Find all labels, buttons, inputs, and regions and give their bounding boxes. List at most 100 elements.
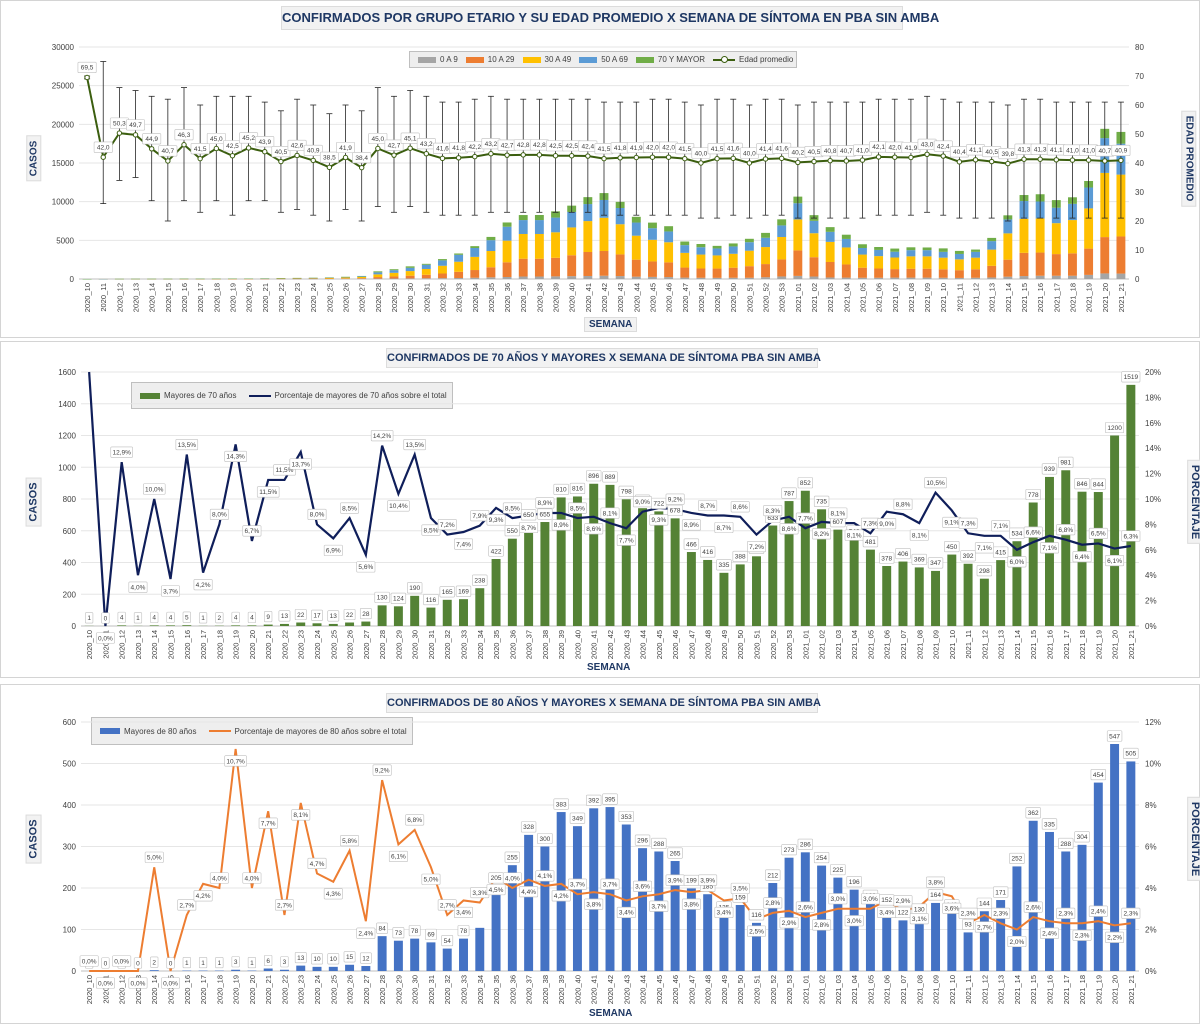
- percentage-label: 2,3%: [961, 911, 976, 918]
- x-tick-label: 2021_12: [980, 975, 989, 1004]
- bar-segment: [923, 250, 932, 256]
- x-tick-label: 2020_39: [557, 630, 566, 659]
- x-tick-label: 2020_20: [248, 975, 257, 1004]
- x-tick-label: 2021_06: [883, 630, 892, 659]
- x-tick-label: 2020_25: [329, 975, 338, 1004]
- bar-segment: [551, 232, 560, 258]
- bar-value-label: 116: [751, 912, 762, 919]
- average-age-point: [1103, 159, 1107, 163]
- bar-value-label: 392: [588, 798, 599, 805]
- bar: [296, 623, 305, 626]
- percentage-label: 0,0%: [114, 958, 129, 965]
- bar-segment: [1003, 260, 1012, 277]
- bar-value-label: 1: [87, 615, 91, 622]
- y2-tick-label: 80: [1135, 43, 1144, 52]
- average-age-label: 45,0: [372, 136, 385, 143]
- x-tick-label: 2020_29: [390, 283, 399, 312]
- average-age-point: [957, 160, 961, 164]
- bar-segment: [923, 269, 932, 278]
- y-tick-label: 500: [63, 760, 77, 769]
- bar-value-label: 225: [832, 867, 843, 874]
- bar: [882, 566, 891, 626]
- x-tick-label: 2021_15: [1029, 630, 1038, 659]
- x-tick-label: 2020_19: [232, 975, 241, 1004]
- x-tick-label: 2020_48: [704, 975, 713, 1004]
- bar-segment: [470, 278, 479, 279]
- bar-value-label: 238: [474, 577, 485, 584]
- bar-value-label: 392: [963, 553, 974, 560]
- bar-segment: [535, 220, 544, 234]
- x-tick-label: 2020_53: [785, 630, 794, 659]
- percentage-label: 2,7%: [440, 902, 455, 909]
- bar-segment: [890, 252, 899, 258]
- bar-value-label: 122: [898, 910, 909, 917]
- bar-value-label: 388: [735, 554, 746, 561]
- x-tick-label: 2020_41: [584, 283, 593, 312]
- bar-value-label: 15: [346, 954, 354, 961]
- x-tick-label: 2020_30: [411, 630, 420, 659]
- bar-segment: [373, 272, 382, 274]
- bar-segment: [696, 247, 705, 254]
- bar-segment: [987, 277, 996, 279]
- bar-segment: [939, 269, 948, 278]
- bar-segment: [777, 225, 786, 237]
- bar-segment: [1084, 249, 1093, 275]
- average-age-label: 40,5: [985, 149, 998, 156]
- average-age-label: 43,2: [485, 141, 498, 148]
- x-tick-label: 2020_14: [150, 630, 159, 659]
- bar-segment: [616, 224, 625, 254]
- bar-segment: [1052, 223, 1061, 254]
- x-tick-label: 2020_15: [164, 283, 173, 312]
- average-age-label: 41,5: [678, 146, 691, 153]
- percentage-label: 8,5%: [424, 527, 439, 534]
- bar-segment: [551, 258, 560, 277]
- bar-segment: [567, 255, 576, 276]
- chart-canvas-70-plus: 020040060080010001200140016000%2%4%6%8%1…: [1, 342, 1200, 679]
- percentage-label: 4,5%: [489, 887, 504, 894]
- percentage-label: 7,1%: [1042, 545, 1057, 552]
- percentage-label: 5,8%: [342, 838, 357, 845]
- percentage-label: 4,0%: [244, 875, 259, 882]
- percentage-label: 3,7%: [603, 882, 618, 889]
- x-tick-label: 2020_51: [745, 283, 754, 312]
- bar-value-label: 212: [767, 872, 778, 879]
- bar-segment: [729, 278, 738, 279]
- bar-segment: [955, 254, 964, 259]
- bar-segment: [519, 215, 528, 220]
- percentage-label: 3,8%: [684, 901, 699, 908]
- average-age-label: 40,0: [743, 150, 756, 157]
- average-age-point: [166, 159, 170, 163]
- percentage-label: 2,7%: [179, 902, 194, 909]
- bar-segment: [713, 278, 722, 279]
- bar-segment: [1052, 276, 1061, 279]
- x-tick-label: 2020_41: [590, 630, 599, 659]
- percentage-label: 8,2%: [814, 531, 829, 538]
- bar-value-label: 4: [250, 615, 254, 622]
- x-tick-label: 2020_33: [460, 975, 469, 1004]
- bar-segment: [793, 250, 802, 276]
- x-tick-label: 2020_42: [606, 975, 615, 1004]
- bar-segment: [713, 255, 722, 268]
- percentage-label: 4,7%: [310, 861, 325, 868]
- average-age-label: 40,7: [1098, 148, 1111, 155]
- average-age-point: [844, 159, 848, 163]
- y2-tick-label: 6%: [1145, 546, 1157, 555]
- x-tick-label: 2020_41: [590, 975, 599, 1004]
- bar-segment: [1068, 276, 1077, 279]
- x-tick-label: 2021_14: [1004, 283, 1013, 312]
- average-age-label: 50,3: [113, 120, 126, 127]
- bar-value-label: 383: [556, 801, 567, 808]
- bar-value-label: 454: [1093, 772, 1104, 779]
- bar-value-label: 395: [605, 796, 616, 803]
- bar: [557, 497, 566, 626]
- bar-segment: [600, 218, 609, 251]
- y-tick-label: 300: [63, 843, 77, 852]
- bar-segment: [486, 277, 495, 279]
- x-tick-label: 2020_10: [85, 975, 94, 1004]
- bar-segment: [632, 223, 641, 236]
- percentage-label: 2,7%: [977, 924, 992, 931]
- average-age-label: 40,8: [824, 148, 837, 155]
- bar: [573, 826, 582, 971]
- y2-tick-label: 10%: [1145, 760, 1161, 769]
- bar: [524, 523, 533, 626]
